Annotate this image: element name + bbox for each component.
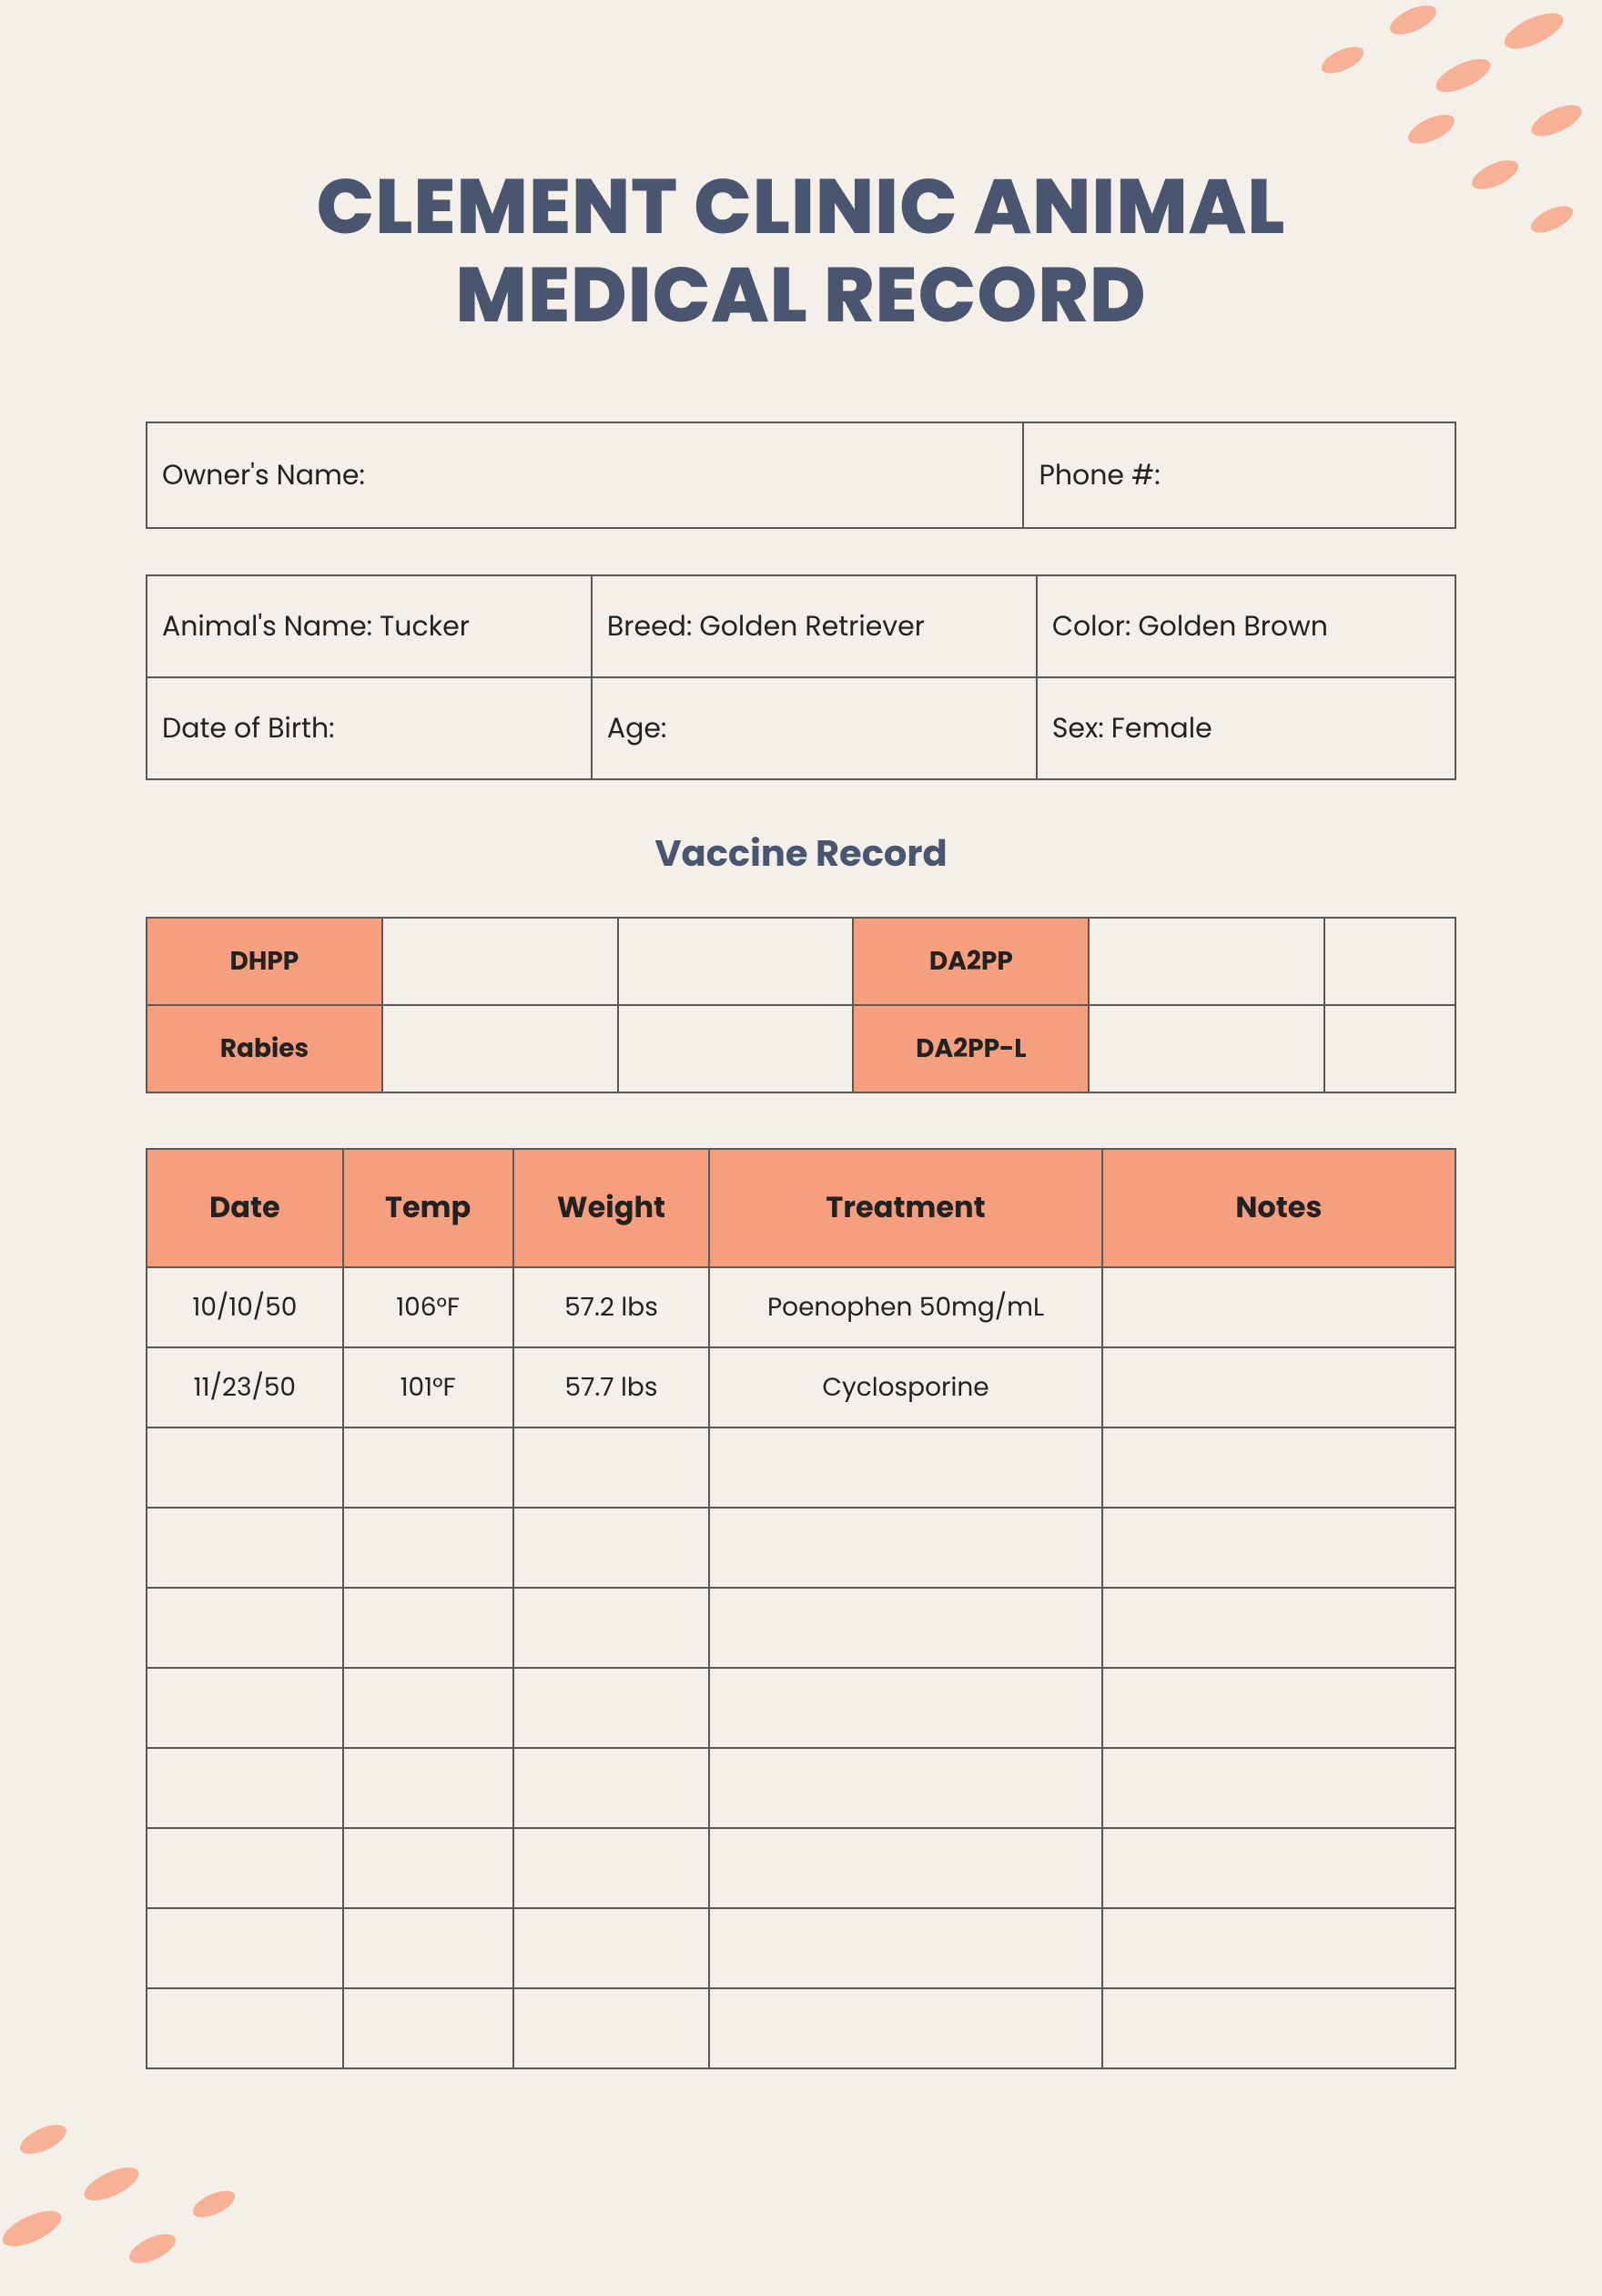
cell-treatment: Cyclosporine (709, 1347, 1101, 1427)
cell-weight (513, 1668, 710, 1748)
vaccine-section-title: Vaccine Record (146, 826, 1456, 880)
treatment-table: Date Temp Weight Treatment Notes 10/10/5… (146, 1148, 1456, 2069)
table-row (147, 1828, 1455, 1908)
cell-temp (343, 1908, 513, 1988)
cell-date (147, 1748, 343, 1828)
cell-temp (343, 1508, 513, 1588)
table-row: 10/10/50106°F57.2 lbsPoenophen 50mg/mL (147, 1267, 1455, 1347)
cell-notes (1102, 1908, 1455, 1988)
animal-dob-cell: Date of Birth: (147, 677, 592, 779)
page-title: CLEMENT CLINIC ANIMAL MEDICAL RECORD (146, 164, 1456, 340)
table-row: 11/23/50101°F57.7 lbsCyclosporine (147, 1347, 1455, 1427)
cell-notes (1102, 1347, 1455, 1427)
cell-temp (343, 1748, 513, 1828)
animal-color-cell: Color: Golden Brown (1037, 575, 1455, 677)
table-row (147, 1748, 1455, 1828)
cell-temp: 101°F (343, 1347, 513, 1427)
cell-weight (513, 1908, 710, 1988)
cell-weight: 57.2 lbs (513, 1267, 710, 1347)
cell-temp: 106°F (343, 1267, 513, 1347)
cell-weight (513, 1988, 710, 2068)
th-temp: Temp (343, 1149, 513, 1267)
animal-name-cell: Animal's Name: Tucker (147, 575, 592, 677)
cell-notes (1102, 1427, 1455, 1508)
cell-date (147, 1908, 343, 1988)
cell-treatment: Poenophen 50mg/mL (709, 1267, 1101, 1347)
cell-treatment (709, 1427, 1101, 1508)
cell-treatment (709, 1828, 1101, 1908)
cell-weight (513, 1828, 710, 1908)
vaccine-dhpp: DHPP (147, 918, 382, 1005)
th-date: Date (147, 1149, 343, 1267)
vaccine-blank (382, 1005, 618, 1092)
table-row (147, 1427, 1455, 1508)
cell-treatment (709, 1908, 1101, 1988)
cell-notes (1102, 1988, 1455, 2068)
cell-temp (343, 1427, 513, 1508)
cell-temp (343, 1828, 513, 1908)
cell-temp (343, 1988, 513, 2068)
cell-notes (1102, 1668, 1455, 1748)
cell-treatment (709, 1748, 1101, 1828)
owner-name-cell: Owner's Name: (147, 422, 1023, 528)
cell-date: 10/10/50 (147, 1267, 343, 1347)
cell-weight (513, 1508, 710, 1588)
cell-date (147, 1588, 343, 1668)
cell-treatment (709, 1988, 1101, 2068)
table-row (147, 1508, 1455, 1588)
vaccine-blank (618, 1005, 854, 1092)
vaccine-blank (1089, 918, 1324, 1005)
animal-table: Animal's Name: Tucker Breed: Golden Retr… (146, 574, 1456, 780)
cell-date (147, 1988, 343, 2068)
cell-date (147, 1828, 343, 1908)
cell-date (147, 1668, 343, 1748)
vaccine-blank (618, 918, 854, 1005)
cell-treatment (709, 1668, 1101, 1748)
th-weight: Weight (513, 1149, 710, 1267)
vaccine-da2pp: DA2PP (853, 918, 1089, 1005)
vaccine-table: DHPP DA2PP Rabies DA2PP-L (146, 917, 1456, 1093)
cell-date (147, 1427, 343, 1508)
vaccine-da2ppl: DA2PP-L (853, 1005, 1089, 1092)
cell-notes (1102, 1508, 1455, 1588)
table-row (147, 1908, 1455, 1988)
cell-date: 11/23/50 (147, 1347, 343, 1427)
th-treatment: Treatment (709, 1149, 1101, 1267)
vaccine-rabies: Rabies (147, 1005, 382, 1092)
owner-table: Owner's Name: Phone #: (146, 422, 1456, 529)
cell-weight (513, 1588, 710, 1668)
cell-date (147, 1508, 343, 1588)
animal-age-cell: Age: (592, 677, 1037, 779)
animal-sex-cell: Sex: Female (1037, 677, 1455, 779)
cell-weight: 57.7 lbs (513, 1347, 710, 1427)
cell-notes (1102, 1267, 1455, 1347)
vaccine-blank (382, 918, 618, 1005)
vaccine-blank (1324, 918, 1455, 1005)
cell-treatment (709, 1588, 1101, 1668)
th-notes: Notes (1102, 1149, 1455, 1267)
cell-temp (343, 1668, 513, 1748)
cell-weight (513, 1748, 710, 1828)
table-row (147, 1588, 1455, 1668)
cell-notes (1102, 1748, 1455, 1828)
cell-weight (513, 1427, 710, 1508)
cell-treatment (709, 1508, 1101, 1588)
vaccine-blank (1324, 1005, 1455, 1092)
vaccine-blank (1089, 1005, 1324, 1092)
animal-breed-cell: Breed: Golden Retriever (592, 575, 1037, 677)
cell-temp (343, 1588, 513, 1668)
table-row (147, 1988, 1455, 2068)
owner-phone-cell: Phone #: (1023, 422, 1455, 528)
cell-notes (1102, 1828, 1455, 1908)
table-row (147, 1668, 1455, 1748)
cell-notes (1102, 1588, 1455, 1668)
